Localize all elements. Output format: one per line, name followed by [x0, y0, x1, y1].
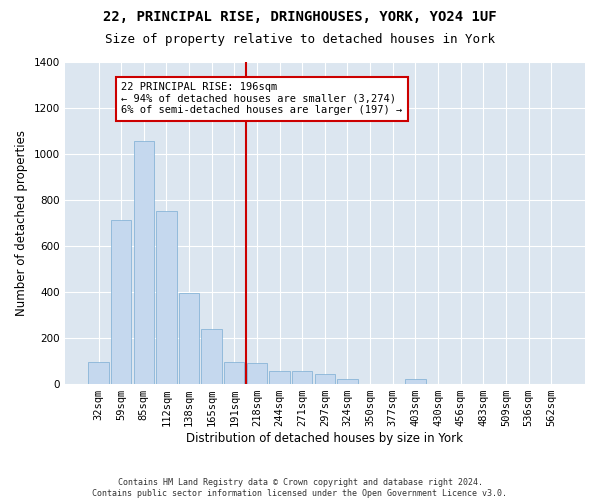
Bar — [269, 372, 290, 384]
Bar — [88, 362, 109, 384]
Bar — [292, 372, 313, 384]
Bar — [111, 220, 131, 384]
Text: 22, PRINCIPAL RISE, DRINGHOUSES, YORK, YO24 1UF: 22, PRINCIPAL RISE, DRINGHOUSES, YORK, Y… — [103, 10, 497, 24]
Text: 22 PRINCIPAL RISE: 196sqm
← 94% of detached houses are smaller (3,274)
6% of sem: 22 PRINCIPAL RISE: 196sqm ← 94% of detac… — [121, 82, 403, 116]
Bar — [179, 293, 199, 384]
Y-axis label: Number of detached properties: Number of detached properties — [15, 130, 28, 316]
Text: Contains HM Land Registry data © Crown copyright and database right 2024.
Contai: Contains HM Land Registry data © Crown c… — [92, 478, 508, 498]
Bar — [202, 329, 222, 384]
Text: Size of property relative to detached houses in York: Size of property relative to detached ho… — [105, 32, 495, 46]
Bar — [134, 141, 154, 384]
Bar — [156, 212, 176, 384]
Bar — [247, 364, 267, 384]
Bar — [405, 380, 425, 384]
Bar — [337, 380, 358, 384]
Bar — [314, 374, 335, 384]
Bar — [224, 362, 244, 384]
X-axis label: Distribution of detached houses by size in York: Distribution of detached houses by size … — [187, 432, 463, 445]
